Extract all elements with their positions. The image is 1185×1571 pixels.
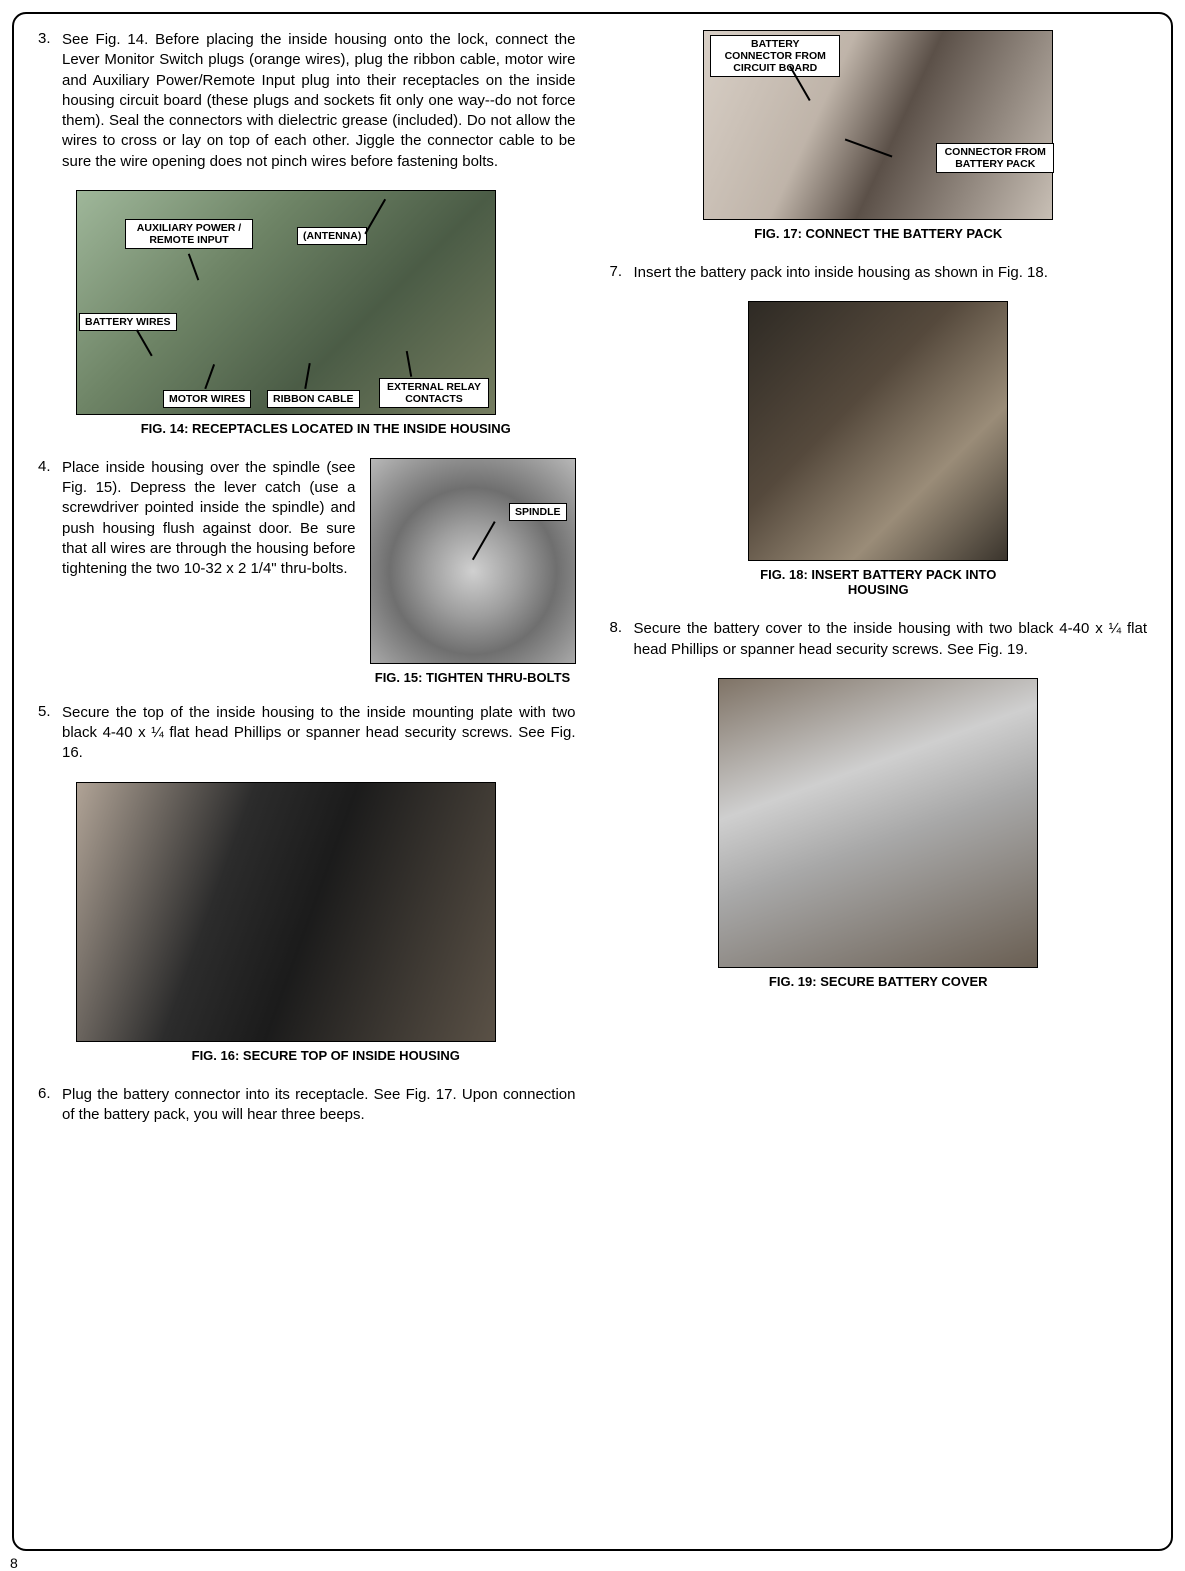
figure-16-image	[76, 782, 496, 1042]
label-ext-relay: EXTERNAL RELAY CONTACTS	[379, 378, 489, 408]
figure-15-caption: FIG. 15: TIGHTEN THRU-BOLTS	[370, 670, 576, 685]
figure-19: FIG. 19: SECURE BATTERY COVER	[718, 678, 1038, 989]
step-number: 5.	[38, 703, 62, 764]
left-column: 3. See Fig. 14. Before placing the insid…	[38, 30, 576, 1143]
figure-18: FIG. 18: INSERT BATTERY PACK INTO HOUSIN…	[748, 301, 1008, 597]
leader-line	[845, 138, 892, 157]
leader-line	[304, 363, 310, 389]
figure-16-caption: FIG. 16: SECURE TOP OF INSIDE HOUSING	[76, 1048, 576, 1063]
step-text: Secure the battery cover to the inside h…	[634, 619, 1148, 660]
step-text: Place inside housing over the spindle (s…	[62, 458, 356, 685]
label-board-connector: BATTERY CONNECTOR FROM CIRCUIT BOARD	[710, 35, 840, 77]
step-5: 5. Secure the top of the inside housing …	[38, 703, 576, 764]
step-4-row: Place inside housing over the spindle (s…	[62, 458, 576, 685]
figure-14-image: AUXILIARY POWER / REMOTE INPUT (ANTENNA)…	[76, 190, 496, 415]
step-number: 7.	[610, 263, 634, 283]
figure-18-caption: FIG. 18: INSERT BATTERY PACK INTO HOUSIN…	[748, 567, 1008, 597]
leader-line	[472, 521, 495, 560]
figure-16: FIG. 16: SECURE TOP OF INSIDE HOUSING	[76, 782, 576, 1063]
label-battery-wires: BATTERY WIRES	[79, 313, 177, 331]
leader-line	[188, 253, 199, 280]
figure-15: SPINDLE FIG. 15: TIGHTEN THRU-BOLTS	[370, 458, 576, 685]
step-7: 7. Insert the battery pack into inside h…	[610, 263, 1148, 283]
label-spindle: SPINDLE	[509, 503, 567, 521]
step-number: 8.	[610, 619, 634, 660]
figure-19-caption: FIG. 19: SECURE BATTERY COVER	[718, 974, 1038, 989]
step-number: 4.	[38, 458, 62, 685]
page: 3. See Fig. 14. Before placing the insid…	[12, 12, 1173, 1551]
step-text: Plug the battery connector into its rece…	[62, 1085, 576, 1126]
leader-line	[364, 198, 385, 233]
figure-14-caption: FIG. 14: RECEPTACLES LOCATED IN THE INSI…	[76, 421, 576, 436]
figure-17-caption: FIG. 17: CONNECT THE BATTERY PACK	[703, 226, 1053, 241]
step-text: Secure the top of the inside housing to …	[62, 703, 576, 764]
page-number: 8	[10, 1555, 18, 1571]
label-motor-wires: MOTOR WIRES	[163, 390, 251, 408]
label-ribbon-cable: RIBBON CABLE	[267, 390, 360, 408]
step-4: 4. Place inside housing over the spindle…	[38, 458, 576, 685]
figure-14: AUXILIARY POWER / REMOTE INPUT (ANTENNA)…	[76, 190, 576, 436]
columns: 3. See Fig. 14. Before placing the insid…	[38, 30, 1147, 1143]
leader-line	[204, 364, 214, 389]
leader-line	[136, 329, 152, 356]
label-aux-power: AUXILIARY POWER / REMOTE INPUT	[125, 219, 253, 249]
figure-17: BATTERY CONNECTOR FROM CIRCUIT BOARD CON…	[703, 30, 1053, 241]
step-number: 3.	[38, 30, 62, 172]
figure-18-image	[748, 301, 1008, 561]
right-column: BATTERY CONNECTOR FROM CIRCUIT BOARD CON…	[610, 30, 1148, 1143]
figure-15-image: SPINDLE	[370, 458, 576, 664]
step-text: Insert the battery pack into inside hous…	[634, 263, 1148, 283]
step-number: 6.	[38, 1085, 62, 1126]
label-pack-connector: CONNECTOR FROM BATTERY PACK	[936, 143, 1054, 173]
figure-19-image	[718, 678, 1038, 968]
step-text: See Fig. 14. Before placing the inside h…	[62, 30, 576, 172]
label-antenna: (ANTENNA)	[297, 227, 367, 245]
step-3: 3. See Fig. 14. Before placing the insid…	[38, 30, 576, 172]
leader-line	[406, 351, 412, 377]
figure-17-image: BATTERY CONNECTOR FROM CIRCUIT BOARD CON…	[703, 30, 1053, 220]
step-6: 6. Plug the battery connector into its r…	[38, 1085, 576, 1126]
step-8: 8. Secure the battery cover to the insid…	[610, 619, 1148, 660]
